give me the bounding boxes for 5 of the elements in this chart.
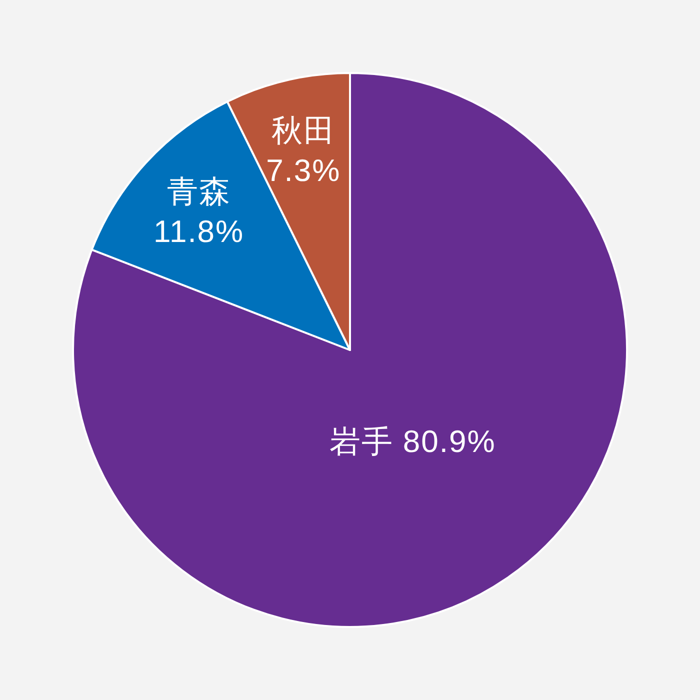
slice-label: 岩手 80.9% xyxy=(329,424,496,459)
slice-label: 秋田 xyxy=(271,112,336,148)
data-label: 11.8% xyxy=(154,214,244,250)
slice-label: 青森 xyxy=(166,174,231,210)
data-label: 7.3% xyxy=(266,152,341,188)
